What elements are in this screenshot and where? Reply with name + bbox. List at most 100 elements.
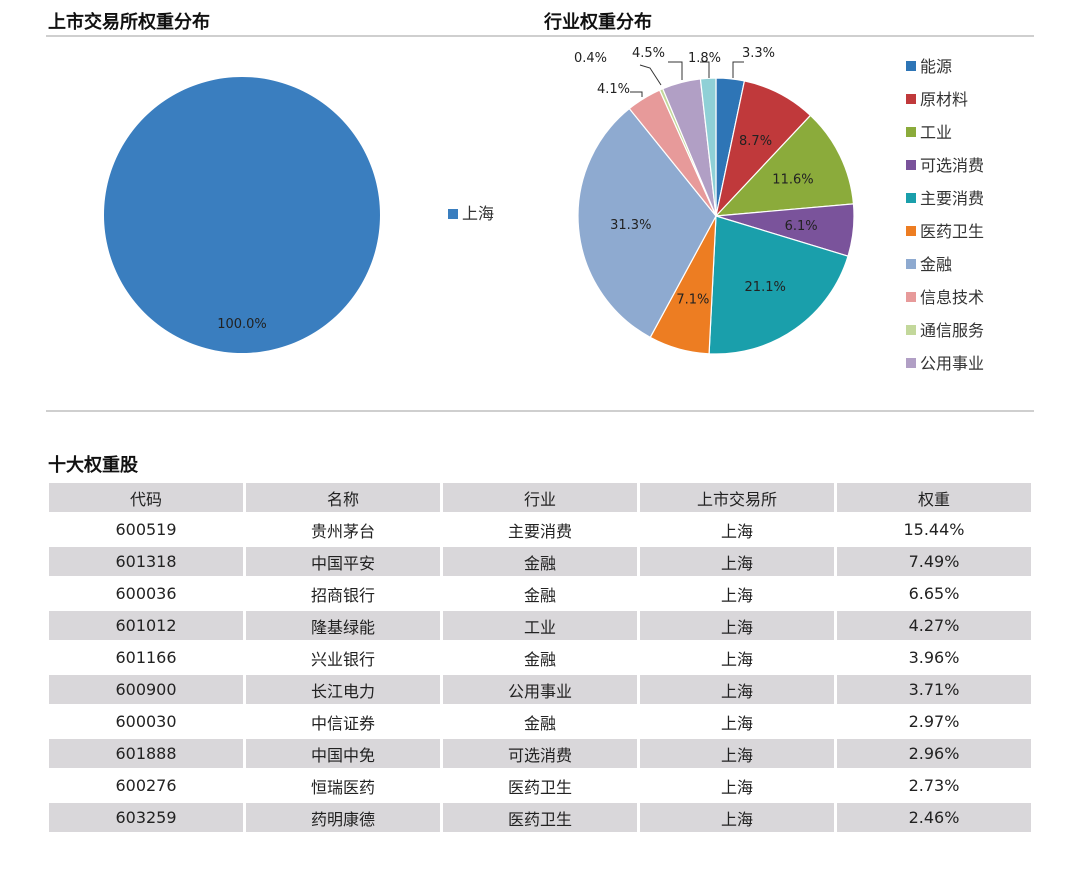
table-header-row: 代码 名称 行业 上市交易所 权重 xyxy=(49,483,1031,512)
cell-industry: 医药卫生 xyxy=(443,803,637,832)
cell-code: 600900 xyxy=(49,675,243,704)
cell-weight: 3.71% xyxy=(837,675,1031,704)
header-weight: 权重 xyxy=(837,483,1031,512)
middle-divider xyxy=(46,410,1034,412)
leader-line xyxy=(732,61,744,78)
cell-code: 600030 xyxy=(49,707,243,736)
legend-label: 信息技术 xyxy=(920,288,984,307)
industry-slice-label: 1.8% xyxy=(688,51,721,66)
pie-charts-canvas: 100.0% 上海 8.7% 11.6% 6.1% 21.1% 7.1% 31.3% 3.3% 1… xyxy=(103,46,984,373)
cell-industry: 金融 xyxy=(443,547,637,576)
industry-pie: 8.7% 11.6% 6.1% 21.1% 7.1% 31.3% 3.3% 1.8% 4.5% 0… xyxy=(574,46,984,373)
cell-code: 603259 xyxy=(49,803,243,832)
exchange-pie-slice xyxy=(103,77,380,353)
table-row: 601166 兴业银行 金融 上海 3.96% xyxy=(49,643,1031,672)
cell-exchange: 上海 xyxy=(640,547,834,576)
industry-slice-label: 0.4% xyxy=(574,51,607,66)
cell-industry: 主要消费 xyxy=(443,515,637,544)
legend-swatch xyxy=(906,127,916,137)
header-industry: 行业 xyxy=(443,483,637,512)
leader-line xyxy=(630,91,643,97)
legend-label: 金融 xyxy=(920,255,952,274)
cell-name: 长江电力 xyxy=(246,675,440,704)
legend-label: 通信服务 xyxy=(920,321,984,340)
legend-swatch xyxy=(906,94,916,104)
header-exchange: 上市交易所 xyxy=(640,483,834,512)
leader-line xyxy=(700,61,710,78)
table-row: 603259 药明康德 医药卫生 上海 2.46% xyxy=(49,803,1031,832)
cell-name: 恒瑞医药 xyxy=(246,771,440,800)
industry-slice-label: 31.3% xyxy=(610,218,651,233)
industry-slice-label: 21.1% xyxy=(745,280,786,295)
table-row: 601318 中国平安 金融 上海 7.49% xyxy=(49,547,1031,576)
legend-label: 能源 xyxy=(920,57,952,76)
cell-name: 中国平安 xyxy=(246,547,440,576)
cell-weight: 2.96% xyxy=(837,739,1031,768)
cell-code: 601888 xyxy=(49,739,243,768)
legend-label: 公用事业 xyxy=(920,354,984,373)
cell-exchange: 上海 xyxy=(640,707,834,736)
cell-exchange: 上海 xyxy=(640,643,834,672)
cell-code: 601166 xyxy=(49,643,243,672)
legend-swatch xyxy=(906,61,916,71)
legend-swatch xyxy=(906,193,916,203)
cell-name: 中信证券 xyxy=(246,707,440,736)
industry-slice-label: 8.7% xyxy=(739,134,772,149)
legend-label: 上海 xyxy=(462,204,494,223)
industry-slice-label: 11.6% xyxy=(772,173,813,188)
cell-exchange: 上海 xyxy=(640,803,834,832)
cell-exchange: 上海 xyxy=(640,611,834,640)
cell-name: 药明康德 xyxy=(246,803,440,832)
cell-code: 600036 xyxy=(49,579,243,608)
cell-industry: 工业 xyxy=(443,611,637,640)
cell-exchange: 上海 xyxy=(640,675,834,704)
cell-exchange: 上海 xyxy=(640,739,834,768)
exchange-pie: 100.0% 上海 xyxy=(103,77,494,353)
cell-code: 600276 xyxy=(49,771,243,800)
legend-label: 医药卫生 xyxy=(920,222,984,241)
legend-label: 原材料 xyxy=(920,90,968,109)
cell-code: 601012 xyxy=(49,611,243,640)
table-row: 600030 中信证券 金融 上海 2.97% xyxy=(49,707,1031,736)
table-row: 601888 中国中免 可选消费 上海 2.96% xyxy=(49,739,1031,768)
industry-pie-slice xyxy=(714,114,855,217)
cell-weight: 15.44% xyxy=(837,515,1031,544)
top10-title: 十大权重股 xyxy=(48,455,138,476)
header-code: 代码 xyxy=(49,483,243,512)
cell-weight: 7.49% xyxy=(837,547,1031,576)
industry-slice-label: 4.1% xyxy=(597,82,630,97)
leader-line xyxy=(668,61,683,80)
legend-label: 工业 xyxy=(920,123,952,142)
industry-pie-slice xyxy=(699,77,717,217)
cell-industry: 金融 xyxy=(443,643,637,672)
header-name: 名称 xyxy=(246,483,440,512)
cell-code: 601318 xyxy=(49,547,243,576)
legend-swatch xyxy=(448,209,458,219)
legend-swatch xyxy=(906,325,916,335)
cell-industry: 金融 xyxy=(443,707,637,736)
table-row: 600519 贵州茅台 主要消费 上海 15.44% xyxy=(49,515,1031,544)
cell-weight: 2.46% xyxy=(837,803,1031,832)
top-divider xyxy=(46,35,1034,37)
cell-exchange: 上海 xyxy=(640,515,834,544)
table-row: 600276 恒瑞医药 医药卫生 上海 2.73% xyxy=(49,771,1031,800)
legend-swatch xyxy=(906,292,916,302)
exchange-slice-label: 100.0% xyxy=(217,317,267,332)
table-row: 600900 长江电力 公用事业 上海 3.71% xyxy=(49,675,1031,704)
exchange-chart-title: 上市交易所权重分布 xyxy=(48,12,210,33)
cell-industry: 医药卫生 xyxy=(443,771,637,800)
table-row: 600036 招商银行 金融 上海 6.65% xyxy=(49,579,1031,608)
legend-swatch xyxy=(906,226,916,236)
industry-slice-label: 6.1% xyxy=(785,219,818,234)
industry-pie-slice xyxy=(577,107,717,339)
cell-exchange: 上海 xyxy=(640,771,834,800)
cell-name: 贵州茅台 xyxy=(246,515,440,544)
industry-slice-label: 3.3% xyxy=(742,46,775,61)
legend-swatch xyxy=(906,160,916,170)
cell-weight: 3.96% xyxy=(837,643,1031,672)
legend-swatch xyxy=(906,358,916,368)
cell-industry: 金融 xyxy=(443,579,637,608)
legend-label: 主要消费 xyxy=(920,189,984,208)
cell-code: 600519 xyxy=(49,515,243,544)
legend-label: 可选消费 xyxy=(920,156,984,175)
